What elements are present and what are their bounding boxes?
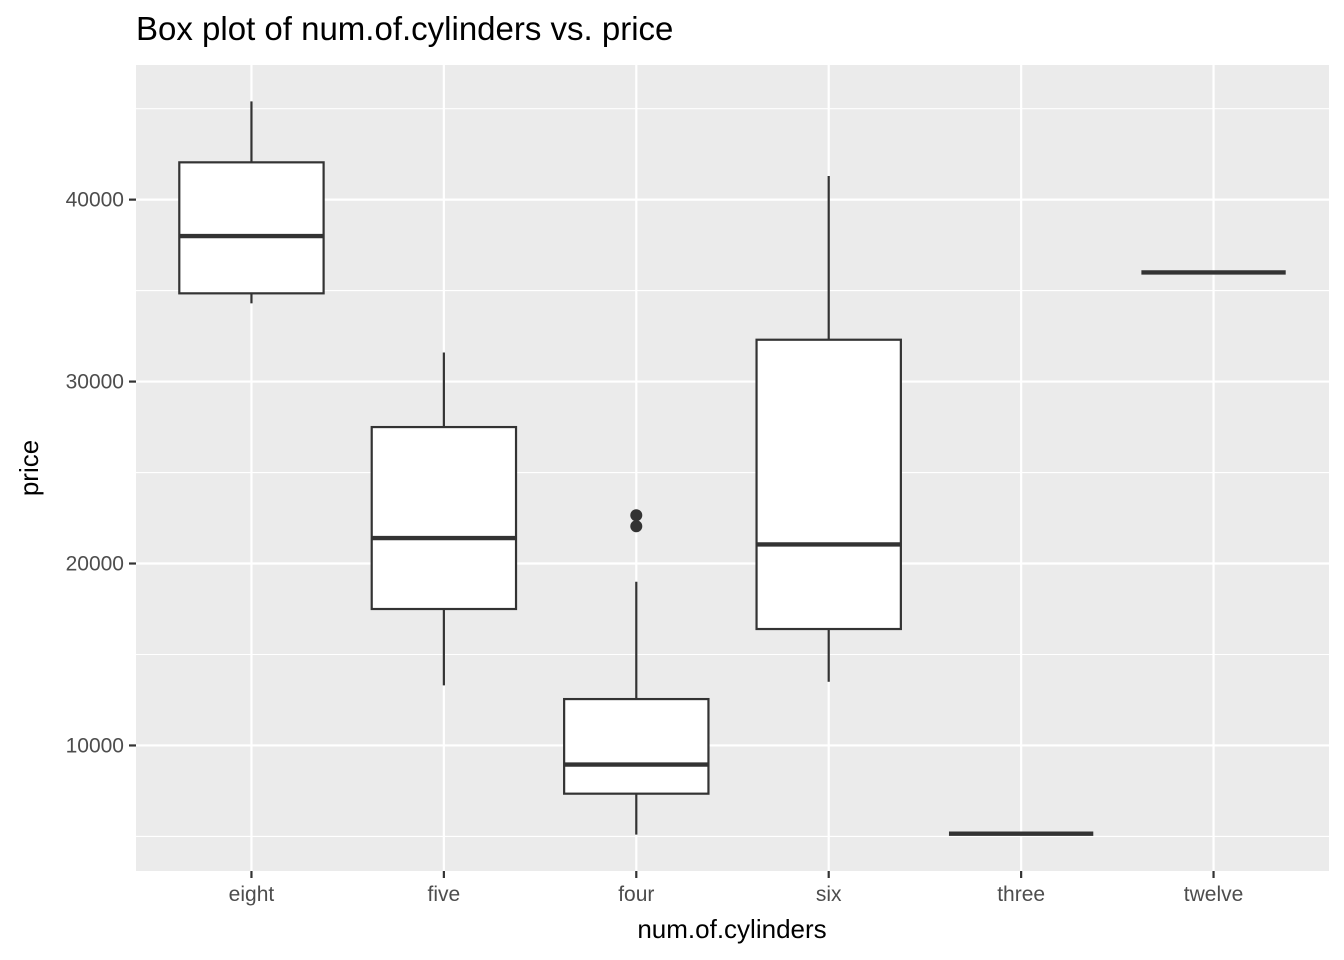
x-axis-title: num.of.cylinders <box>637 914 826 944</box>
y-tick-label: 30000 <box>66 371 124 394</box>
x-tick-label: four <box>618 883 654 906</box>
y-axis: 10000 20000 30000 40000 <box>66 189 136 757</box>
chart-title: Box plot of num.of.cylinders vs. price <box>136 10 673 47</box>
box-six <box>755 175 902 682</box>
x-tick-label: eight <box>229 883 275 906</box>
x-axis: eight five four six three twelve <box>229 871 1244 906</box>
x-tick-label: twelve <box>1184 883 1244 906</box>
box-iqr <box>563 697 710 795</box>
box-iqr <box>370 425 518 611</box>
outlier-point <box>630 509 643 522</box>
grid-minor <box>136 108 1329 837</box>
y-axis-title: price <box>14 440 44 496</box>
y-tick-label: 20000 <box>66 553 124 576</box>
box-iqr <box>755 338 902 631</box>
box-five <box>370 352 518 686</box>
y-tick-label: 10000 <box>66 734 124 757</box>
box-eight <box>178 101 325 304</box>
box-iqr <box>178 161 325 295</box>
x-tick-label: five <box>428 883 461 906</box>
box-four <box>563 509 710 835</box>
y-tick-label: 40000 <box>66 189 124 212</box>
x-tick-label: six <box>816 883 842 906</box>
x-tick-label: three <box>997 883 1045 906</box>
boxes <box>178 101 1286 836</box>
outlier-point <box>630 520 643 533</box>
